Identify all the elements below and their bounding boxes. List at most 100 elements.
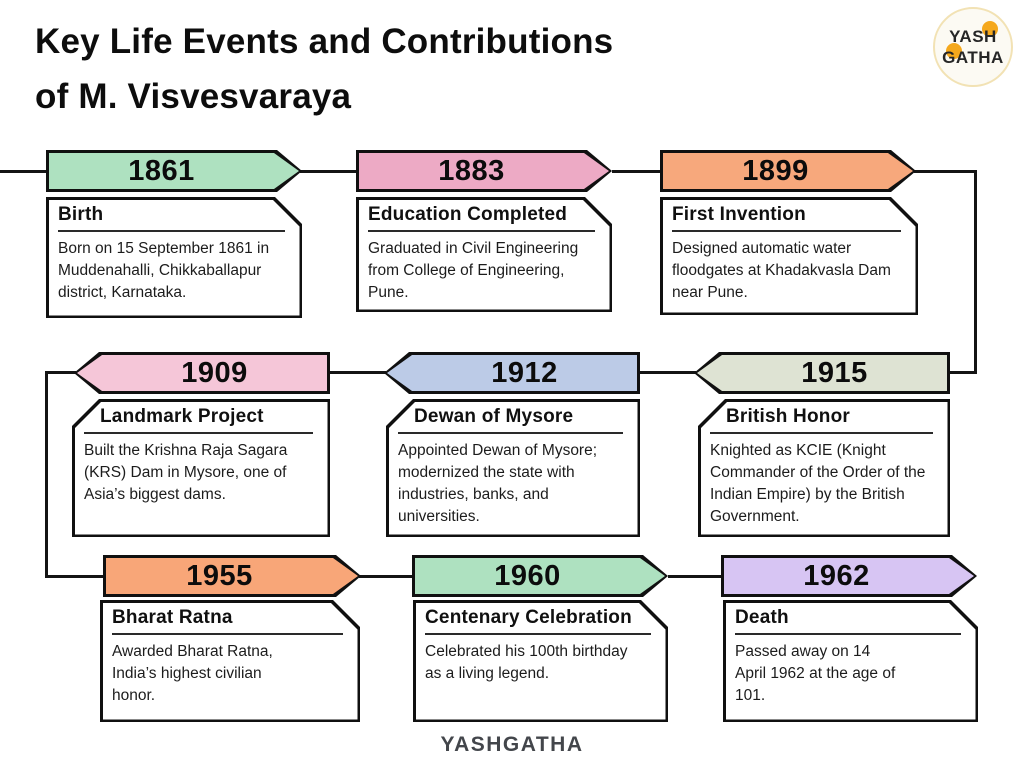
event-card-centenary: Centenary Celebration Celebrated his 100…: [413, 600, 668, 722]
event-description: Passed away on 14 April 1962 at the age …: [735, 643, 896, 704]
card-background: [663, 200, 916, 313]
event-title: Death: [735, 607, 789, 628]
event-description: Graduated in Civil Engineering from Coll…: [368, 240, 579, 301]
logo-text-top: YASH: [949, 27, 997, 46]
banner-fill: [663, 153, 913, 189]
year-label: 1861: [128, 154, 195, 187]
year-banner-1912: 1912: [384, 352, 640, 394]
event-description: Knighted as KCIE (Knight Commander of th…: [710, 442, 926, 525]
logo-text-bottom: GATHA: [942, 48, 1004, 67]
event-description: Awarded Bharat Ratna, India’s highest ci…: [112, 643, 273, 704]
connector-line: [359, 575, 414, 578]
event-card-british-honor: British Honor Knighted as KCIE (Knight C…: [698, 399, 950, 537]
card-background: [74, 401, 328, 535]
title-divider: [672, 230, 901, 232]
banner-fill: [387, 355, 637, 391]
banner-fill: [697, 355, 947, 391]
page-title-line2: of M. Visvesvaraya: [35, 77, 352, 116]
title-divider: [368, 230, 595, 232]
connector-line: [45, 371, 76, 374]
card-content: Education Completed Graduated in Civil E…: [368, 204, 602, 306]
event-title: Landmark Project: [100, 406, 264, 427]
year-label: 1912: [491, 356, 558, 389]
title-divider: [112, 633, 343, 635]
year-label: 1915: [801, 356, 868, 389]
connector-line: [300, 170, 358, 173]
logo-text: YASH GATHA: [935, 9, 1011, 85]
page-title-line1: Key Life Events and Contributions: [35, 22, 614, 61]
card-content: Landmark Project Built the Krishna Raja …: [84, 406, 320, 531]
year-label: 1955: [186, 559, 253, 592]
title-divider: [425, 633, 651, 635]
event-card-dewan-of-mysore: Dewan of Mysore Appointed Dewan of Mysor…: [386, 399, 640, 537]
connector-line: [974, 170, 977, 374]
title-divider: [58, 230, 285, 232]
year-banner-1883: 1883: [356, 150, 612, 192]
card-content: First Invention Designed automatic water…: [672, 204, 908, 309]
event-title: Education Completed: [368, 204, 568, 225]
event-description: Born on 15 September 1861 in Muddenahall…: [58, 240, 270, 301]
card-background: [700, 401, 948, 535]
year-label: 1899: [742, 154, 809, 187]
logo-accent-dot: [946, 43, 962, 59]
year-banner-1861: 1861: [46, 150, 302, 192]
event-title: British Honor: [726, 406, 850, 427]
brand-logo: YASH GATHA: [933, 7, 1013, 87]
event-title: Birth: [58, 204, 104, 225]
year-banner-1955: 1955: [103, 555, 361, 597]
title-divider: [710, 432, 934, 434]
banner-fill: [106, 558, 358, 594]
banner-fill: [415, 558, 665, 594]
connector-line: [914, 170, 977, 173]
card-content: Dewan of Mysore Appointed Dewan of Mysor…: [398, 406, 630, 531]
card-background: [103, 603, 358, 720]
connector-line: [638, 371, 696, 374]
card-background: [726, 603, 976, 720]
title-divider: [84, 432, 313, 434]
connector-line: [0, 170, 48, 173]
event-description: Built the Krishna Raja Sagara (KRS) Dam …: [84, 442, 288, 503]
event-title: Bharat Ratna: [112, 607, 233, 628]
event-card-birth: Birth Born on 15 September 1861 in Mudde…: [46, 197, 302, 318]
event-description: Celebrated his 100th birthday as a livin…: [425, 643, 628, 682]
connector-line: [45, 575, 105, 578]
card-content: Birth Born on 15 September 1861 in Mudde…: [58, 204, 292, 312]
page-title: Key Life Events and Contributions of M. …: [35, 14, 613, 124]
year-banner-1915: 1915: [694, 352, 950, 394]
event-description: Appointed Dewan of Mysore; modernized th…: [398, 442, 598, 525]
card-content: Centenary Celebration Celebrated his 100…: [425, 607, 658, 716]
title-divider: [398, 432, 624, 434]
year-banner-1960: 1960: [412, 555, 668, 597]
year-label: 1909: [181, 356, 248, 389]
footer-brand: YASHGATHA: [440, 733, 584, 756]
event-card-invention: First Invention Designed automatic water…: [660, 197, 918, 315]
event-card-landmark-project: Landmark Project Built the Krishna Raja …: [72, 399, 330, 537]
title-divider: [735, 633, 961, 635]
connector-line: [612, 170, 662, 173]
logo-accent-dot: [982, 21, 998, 37]
connector-line: [668, 575, 723, 578]
connector-line: [45, 371, 48, 578]
event-card-bharat-ratna: Bharat Ratna Awarded Bharat Ratna, India…: [100, 600, 360, 722]
banner-fill: [359, 153, 609, 189]
card-background: [359, 200, 610, 310]
event-title: First Invention: [672, 204, 806, 225]
event-title: Centenary Celebration: [425, 607, 632, 628]
year-banner-1899: 1899: [660, 150, 916, 192]
year-label: 1960: [494, 559, 561, 592]
year-label: 1883: [438, 154, 505, 187]
year-banner-1909: 1909: [74, 352, 330, 394]
card-content: British Honor Knighted as KCIE (Knight C…: [710, 406, 940, 531]
event-description: Designed automatic water floodgates at K…: [672, 240, 891, 301]
card-content: Death Passed away on 14 April 1962 at th…: [735, 607, 968, 716]
card-background: [416, 603, 666, 720]
card-content: Bharat Ratna Awarded Bharat Ratna, India…: [112, 607, 350, 716]
banner-fill: [77, 355, 327, 391]
card-background: [388, 401, 638, 535]
year-label: 1962: [803, 559, 870, 592]
year-banner-1962: 1962: [721, 555, 977, 597]
card-background: [49, 200, 300, 316]
connector-line: [948, 371, 977, 374]
event-card-death: Death Passed away on 14 April 1962 at th…: [723, 600, 978, 722]
